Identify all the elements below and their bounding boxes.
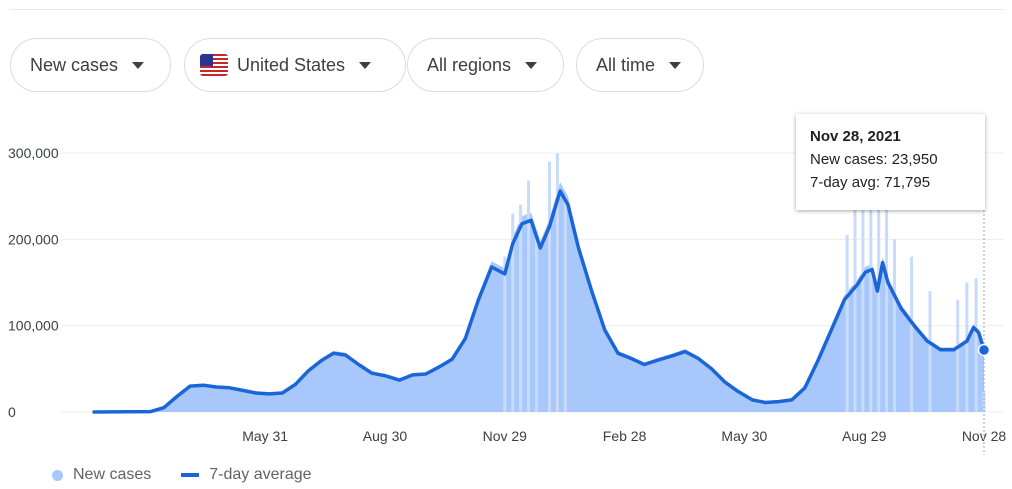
average-legend-label: 7-day average — [209, 466, 312, 483]
new-cases-bar — [548, 161, 551, 412]
chevron-down-icon — [359, 61, 372, 69]
chevron-down-icon — [525, 61, 538, 69]
region-dropdown[interactable]: All regions — [407, 38, 564, 92]
us-flag-icon — [200, 54, 228, 76]
time-range-dropdown-label: All time — [596, 54, 656, 75]
y-tick-label: 100,000 — [8, 318, 59, 334]
x-tick-label: May 30 — [721, 428, 767, 444]
seven-day-average-line — [92, 189, 986, 414]
new-cases-bar — [869, 161, 873, 412]
x-tick-label: Aug 29 — [842, 428, 887, 444]
x-tick-label: May 31 — [242, 428, 288, 444]
average-legend-swatch — [181, 473, 200, 477]
new-cases-bar — [853, 196, 857, 412]
hover-marker — [977, 210, 991, 455]
new-cases-area — [94, 182, 984, 412]
tooltip-seven-day-average: 7-day avg: 71,795 — [810, 174, 931, 191]
tooltip-date: Nov 28, 2021 — [810, 128, 901, 145]
hover-point — [977, 343, 991, 357]
new-cases-bar — [910, 256, 914, 412]
x-tick-label: Nov 29 — [483, 428, 528, 444]
new-cases-legend-swatch — [52, 469, 63, 481]
seven-day-average-path — [92, 189, 986, 414]
new-cases-bar — [555, 153, 559, 412]
x-axis: May 31 Aug 30 Nov 29 Feb 28 May 30 Aug 29 Nov … — [242, 428, 1006, 444]
hover-tooltip: Nov 28, 2021 New cases: 23,950 7-day avg… — [796, 114, 985, 210]
new-cases-bar — [885, 196, 889, 412]
new-cases-bar — [893, 239, 896, 412]
new-cases-bar — [563, 196, 567, 412]
new-cases-bar — [861, 187, 865, 412]
new-cases-bar — [519, 204, 523, 412]
new-cases-bars — [94, 153, 986, 412]
chevron-down-icon — [132, 61, 145, 69]
metric-dropdown[interactable]: New cases — [10, 38, 171, 92]
new-cases-bar — [503, 256, 507, 412]
new-cases-bar — [511, 213, 515, 412]
y-tick-label: 0 — [8, 404, 16, 420]
y-tick-label: 200,000 — [8, 231, 59, 247]
x-tick-label: Feb 28 — [603, 428, 647, 444]
metric-dropdown-label: New cases — [30, 54, 119, 75]
region-dropdown-label: All regions — [427, 54, 512, 75]
new-cases-bar — [877, 183, 881, 412]
new-cases-bar — [534, 230, 538, 412]
chevron-down-icon — [669, 61, 682, 69]
new-cases-legend-label: New cases — [73, 466, 152, 483]
new-cases-bar — [956, 299, 960, 412]
chart-legend: New cases 7-day average — [52, 466, 312, 484]
x-tick-label: Aug 30 — [363, 428, 408, 444]
tooltip-new-cases: New cases: 23,950 — [810, 151, 938, 168]
country-dropdown[interactable]: United States — [184, 38, 406, 92]
new-cases-bar — [982, 391, 986, 412]
cases-chart[interactable]: 0 100,000 200,000 300,000 May 31 Aug 30 Nov 2… — [0, 100, 1012, 465]
new-cases-bar — [974, 278, 978, 412]
new-cases-bar — [845, 235, 849, 412]
y-axis: 0 100,000 200,000 300,000 — [8, 145, 59, 420]
country-dropdown-label: United States — [237, 54, 346, 75]
new-cases-bar — [527, 180, 530, 412]
time-range-dropdown[interactable]: All time — [576, 38, 704, 92]
top-divider — [10, 9, 1005, 10]
new-cases-bar — [965, 282, 969, 412]
new-cases-bar — [928, 291, 932, 412]
y-tick-label: 300,000 — [8, 145, 59, 161]
